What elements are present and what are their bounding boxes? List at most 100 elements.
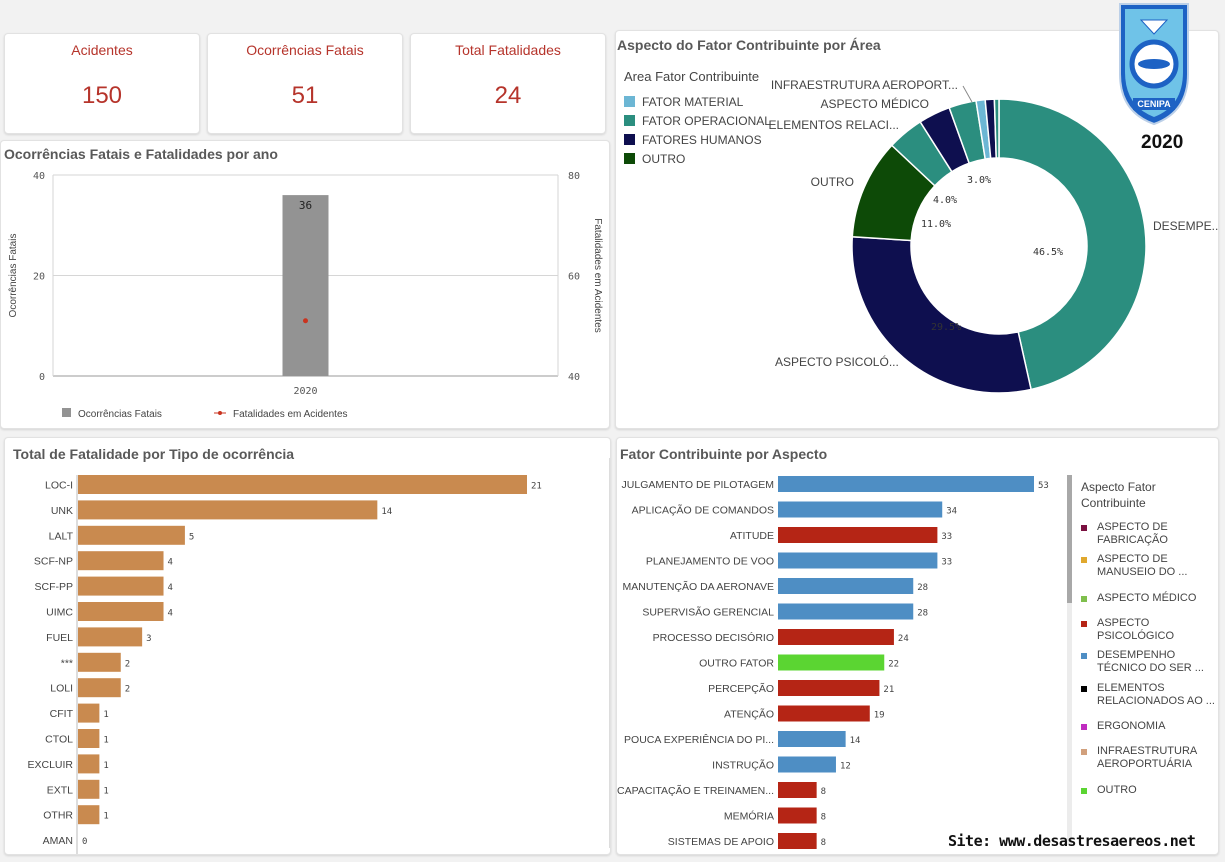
category-label: POUCA EXPERIÊNCIA DO PI... — [624, 733, 774, 746]
category-label: LOC-I — [45, 480, 73, 492]
category-label: MANUTENÇÃO DA AERONAVE — [622, 580, 774, 593]
bar[interactable] — [78, 475, 527, 494]
kpi-card-total-fatalidades[interactable]: Total Fatalidades 24 — [410, 33, 606, 134]
kpi-label: Acidentes — [71, 42, 133, 58]
legend-item[interactable]: ASPECTO MÉDICO — [1081, 592, 1217, 622]
category-label: AMAN — [43, 835, 73, 847]
donut-slice[interactable] — [851, 235, 1032, 394]
bar-value-label: 8 — [821, 787, 826, 797]
kpi-card-acidentes[interactable]: Acidentes 150 — [4, 33, 200, 134]
bar[interactable] — [78, 525, 185, 545]
bar[interactable] — [78, 551, 164, 571]
bar-value-label: 53 — [1038, 481, 1049, 491]
legend-item[interactable]: ASPECTO DE MANUSEIO DO ... — [1081, 553, 1217, 583]
bar[interactable] — [778, 578, 914, 594]
donut-slice[interactable] — [993, 98, 1000, 159]
legend-item-fatores-humanos[interactable]: FATORES HUMANOS — [624, 133, 762, 147]
legend-swatch — [218, 411, 222, 415]
bar[interactable] — [778, 603, 914, 620]
legend-scrollbar-thumb[interactable] — [1067, 475, 1072, 603]
bar-value-label: 1 — [103, 812, 108, 822]
bar[interactable] — [78, 729, 100, 748]
category-label: LOLI — [50, 683, 73, 695]
bar[interactable] — [78, 805, 100, 825]
legend-item-fator-material[interactable]: FATOR MATERIAL — [624, 95, 743, 109]
bar[interactable] — [778, 731, 846, 747]
combo-chart-panel: Ocorrências Fatais e Fatalidades por ano… — [0, 140, 610, 429]
legend-item[interactable]: ASPECTO PSICOLÓGICO — [1081, 617, 1217, 647]
legend-scrollbar[interactable] — [1067, 475, 1072, 845]
bar[interactable] — [778, 527, 938, 543]
y2-tick-label: 60 — [568, 272, 580, 283]
bar-value-label: 2 — [125, 685, 130, 695]
category-label: PERCEPÇÃO — [708, 682, 774, 695]
bar[interactable] — [778, 629, 894, 645]
bar[interactable] — [78, 678, 121, 698]
legend-swatch — [1081, 686, 1087, 692]
bar[interactable] — [78, 576, 164, 596]
slice-label: OUTRO — [811, 175, 854, 189]
bar[interactable] — [78, 652, 121, 672]
cenipa-shield-icon: CENIPA — [1119, 3, 1189, 126]
legend-label[interactable]: Ocorrências Fatais — [78, 409, 162, 420]
bar[interactable] — [778, 680, 880, 696]
legend-item[interactable]: ELEMENTOS RELACIONADOS AO ... — [1081, 682, 1217, 712]
logo-name: CENIPA — [1137, 99, 1171, 109]
bar[interactable] — [778, 552, 938, 569]
kpi-card-ocorrencias-fatais[interactable]: Ocorrências Fatais 51 — [207, 33, 403, 134]
legend-item[interactable]: DESEMPENHO TÉCNICO DO SER ... — [1081, 649, 1217, 679]
legend-swatch — [1081, 788, 1087, 794]
bar-value-label: 4 — [168, 583, 173, 593]
legend-swatch — [624, 134, 635, 145]
line-point[interactable] — [303, 318, 308, 324]
legend-swatch — [1081, 749, 1087, 755]
bar[interactable] — [778, 807, 817, 824]
category-label: CAPACITAÇÃO E TREINAMEN... — [617, 784, 774, 797]
bar[interactable] — [778, 833, 817, 849]
legend-item[interactable]: ERGONOMIA — [1081, 720, 1217, 750]
bar[interactable] — [282, 195, 329, 376]
legend-label: OUTRO — [642, 152, 686, 166]
bar[interactable] — [778, 782, 817, 798]
bar[interactable] — [78, 500, 378, 520]
kpi-label: Total Fatalidades — [455, 42, 561, 58]
legend-item-fator-operacional[interactable]: FATOR OPERACIONAL — [624, 114, 771, 128]
bar[interactable] — [78, 703, 100, 723]
bar-value-label: 8 — [821, 813, 826, 823]
bar-value-label: 21 — [883, 685, 894, 695]
bar[interactable] — [78, 779, 100, 799]
y2-tick-label: 80 — [568, 171, 580, 182]
legend-swatch — [624, 153, 635, 164]
bar[interactable] — [778, 756, 836, 773]
bar[interactable] — [78, 754, 100, 774]
bar-value-label: 0 — [82, 837, 87, 847]
bar[interactable] — [778, 476, 1034, 492]
bar[interactable] — [78, 602, 164, 621]
bar[interactable] — [778, 654, 885, 671]
legend-item[interactable]: INFRAESTRUTURA AEROPORTUÁRIA — [1081, 745, 1217, 775]
factor-bar-chart[interactable]: JULGAMENTO DE PILOTAGEM 53 APLICAÇÃO DE CO… — [617, 438, 1218, 854]
legend-swatch — [1081, 525, 1087, 531]
footer-site: Site: www.desastresaereos.net — [948, 832, 1196, 850]
legend-label: OUTRO — [1097, 784, 1137, 796]
combo-chart[interactable]: 40 80 20 60 0 40 Ocorrências Fatais Fatalidades… — [1, 141, 609, 428]
legend-item[interactable]: OUTRO — [1081, 784, 1217, 814]
donut-chart[interactable]: 46.5% DESEMPE... 29.5% ASPECTO PSICOLÓ... 11… — [616, 31, 1218, 428]
bar-value-label: 1 — [103, 736, 108, 746]
legend-item[interactable]: ASPECTO DE FABRICAÇÃO — [1081, 521, 1217, 551]
bar[interactable] — [778, 705, 870, 722]
kpi-value: 24 — [494, 82, 522, 109]
legend-item-outro[interactable]: OUTRO — [624, 152, 685, 166]
chart-title: Aspecto do Fator Contribuinte por Área — [617, 37, 881, 53]
legend-label[interactable]: Fatalidades em Acidentes — [233, 409, 348, 420]
legend-title: Aspecto Fator Contribuinte — [1081, 480, 1156, 510]
legend-swatch — [1081, 724, 1087, 730]
donut-slice[interactable] — [998, 98, 1147, 391]
category-label: APLICAÇÃO DE COMANDOS — [632, 504, 774, 517]
category-label: JULGAMENTO DE PILOTAGEM — [622, 479, 774, 491]
year-label: 2020 — [1141, 132, 1184, 153]
bar[interactable] — [78, 627, 143, 647]
slice-percent-label: 29.5% — [931, 322, 961, 333]
bar[interactable] — [778, 501, 943, 518]
